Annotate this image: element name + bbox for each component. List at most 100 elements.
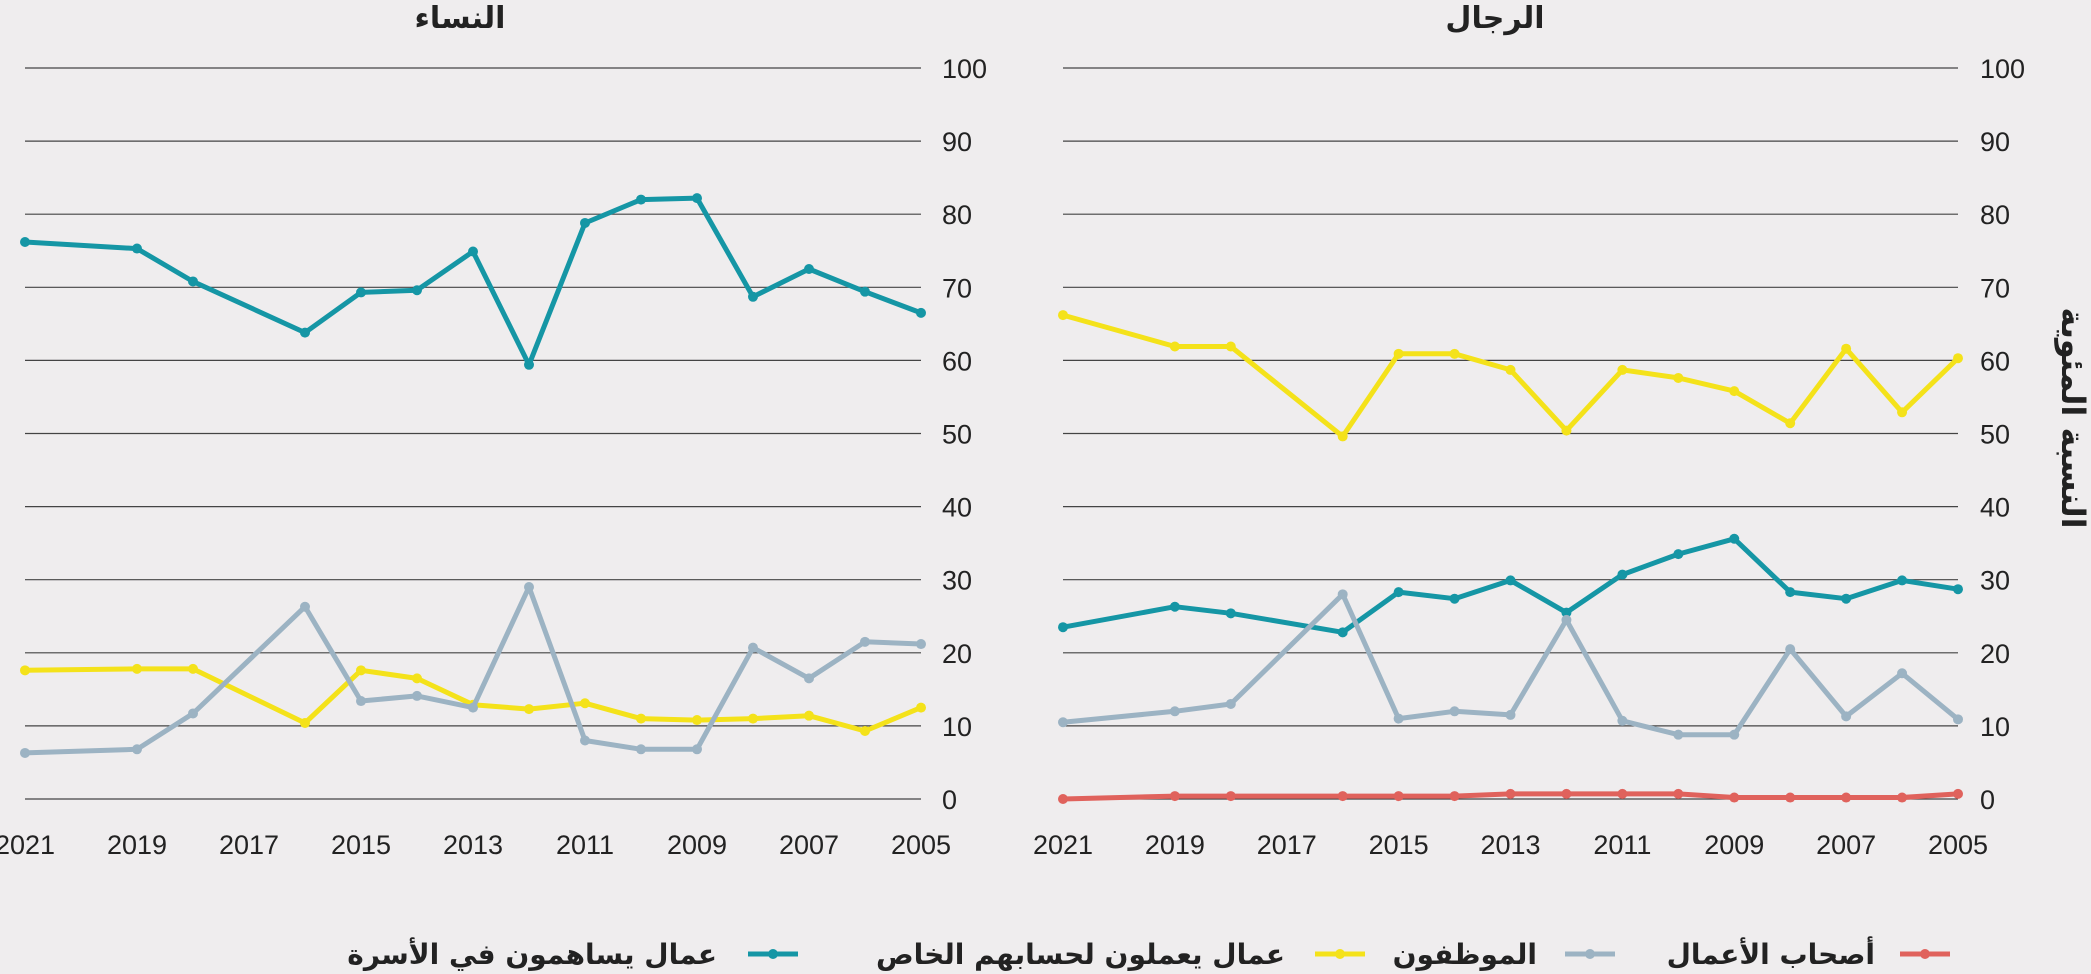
men-x-tick-label: 2007 [1816, 830, 1876, 860]
men-point-family [1505, 575, 1516, 586]
men-point-employers [1897, 668, 1908, 679]
men-point-bosses [1561, 788, 1572, 799]
legend-marker-family [768, 949, 778, 959]
women-point-own [636, 713, 646, 724]
women-y-tick-label: 80 [942, 200, 972, 230]
women-point-own [580, 698, 590, 709]
women-point-employers [132, 744, 142, 755]
men-point-employees [1449, 348, 1460, 359]
men-point-family [1561, 607, 1572, 618]
legend: أصحاب الأعمال الموظفون عمال يعملون لحساب… [347, 936, 1950, 971]
women-point-own [188, 663, 198, 674]
women-x-tick-label: 2021 [0, 830, 55, 860]
men-point-employers [1393, 713, 1404, 724]
men-point-employers [1058, 717, 1068, 728]
men-x-tick-label: 2009 [1704, 830, 1764, 860]
men-point-family [1449, 593, 1460, 604]
men-x-tick-label: 2013 [1480, 830, 1540, 860]
men-point-bosses [1225, 791, 1236, 802]
men-y-tick-label: 100 [1980, 54, 2025, 84]
men-y-tick-label: 80 [1980, 200, 2010, 230]
men-y-tick-label: 60 [1980, 346, 2010, 376]
women-point-own [412, 673, 422, 684]
men-x-tick-label: 2019 [1145, 830, 1205, 860]
women-x-tick-label: 2011 [556, 830, 614, 860]
women-point-family [132, 243, 142, 254]
women-point-employers [748, 642, 758, 653]
men-point-bosses [1617, 788, 1628, 799]
men-point-family [1841, 593, 1852, 604]
women-point-own [300, 717, 310, 728]
women-point-family [636, 194, 646, 205]
women-point-family [188, 276, 198, 287]
men-point-family [1169, 601, 1180, 612]
women-point-family [580, 217, 590, 228]
men-point-employers [1169, 706, 1180, 717]
men-point-employers [1953, 714, 1963, 725]
men-point-employees [1673, 372, 1684, 383]
men-point-family [1953, 584, 1963, 595]
men-point-bosses [1169, 791, 1180, 802]
women-y-tick-label: 70 [942, 273, 972, 303]
women-point-family [916, 307, 926, 318]
women-point-own [860, 726, 870, 737]
women-point-employers [356, 696, 366, 707]
women-point-family [860, 286, 870, 297]
men-point-employers [1561, 614, 1572, 625]
men-point-employers [1225, 698, 1236, 709]
men-y-tick-label: 70 [1980, 273, 2010, 303]
women-x-tick-label: 2007 [779, 830, 839, 860]
women-panel: 0 10 20 30 40 50 60 70 80 90 100 2021 2019 2017 2015 20… [0, 54, 987, 860]
women-point-employers [524, 582, 534, 593]
women-y-tick-label: 10 [942, 712, 972, 742]
women-point-family [356, 287, 366, 298]
legend-label-employers: الموظفون [1393, 938, 1537, 971]
women-series-line-family [22, 195, 924, 368]
women-point-family [524, 359, 534, 370]
men-point-employees [1785, 418, 1796, 429]
women-x-tick-label: 2017 [219, 830, 279, 860]
men-point-employees [1225, 341, 1236, 352]
men-y-tick-label: 20 [1980, 639, 2010, 669]
men-point-bosses [1449, 791, 1460, 802]
men-point-family [1337, 627, 1348, 638]
men-x-tick-label: 2015 [1369, 830, 1429, 860]
women-point-family [300, 327, 310, 338]
men-point-employees [1337, 431, 1348, 442]
women-x-tick-label: 2019 [107, 830, 167, 860]
women-point-employers [468, 702, 478, 713]
men-y-tick-label: 40 [1980, 493, 2010, 523]
men-point-employees [1729, 386, 1740, 397]
women-point-family [20, 236, 30, 247]
women-point-family [748, 291, 758, 302]
y-axis-label: النسبة المئوية [2054, 307, 2091, 528]
women-point-family [412, 285, 422, 296]
men-panel: 0 10 20 30 40 50 60 70 80 90 100 2021 2019 2017 2015 20… [1033, 54, 2025, 860]
women-title: النساء [415, 1, 506, 36]
women-point-employers [580, 735, 590, 746]
men-point-employees [1897, 407, 1908, 418]
men-point-employers [1337, 589, 1348, 600]
men-x-tick-label: 2021 [1033, 830, 1093, 860]
women-point-own [804, 710, 814, 721]
men-point-bosses [1393, 791, 1404, 802]
women-y-tick-label: 60 [942, 346, 972, 376]
men-point-bosses [1729, 792, 1740, 803]
women-point-employers [804, 673, 814, 684]
men-x-tick-label: 2011 [1593, 830, 1651, 860]
men-point-bosses [1897, 792, 1908, 803]
women-y-tick-label: 40 [942, 493, 972, 523]
men-point-employers [1449, 706, 1460, 717]
legend-label-own: عمال يعملون لحسابهم الخاص [876, 938, 1285, 971]
women-x-tick-label: 2015 [331, 830, 391, 860]
men-point-bosses [1337, 791, 1348, 802]
men-y-tick-label: 30 [1980, 566, 2010, 596]
women-point-employers [916, 639, 926, 650]
men-point-bosses [1505, 788, 1516, 799]
men-series-line-family [1060, 536, 1961, 635]
legend-marker-employers [1585, 949, 1595, 959]
women-point-own [132, 663, 142, 674]
legend-label-family: عمال يساهمون في الأسرة [347, 937, 717, 971]
men-point-employers [1729, 729, 1740, 740]
women-point-family [692, 193, 702, 204]
